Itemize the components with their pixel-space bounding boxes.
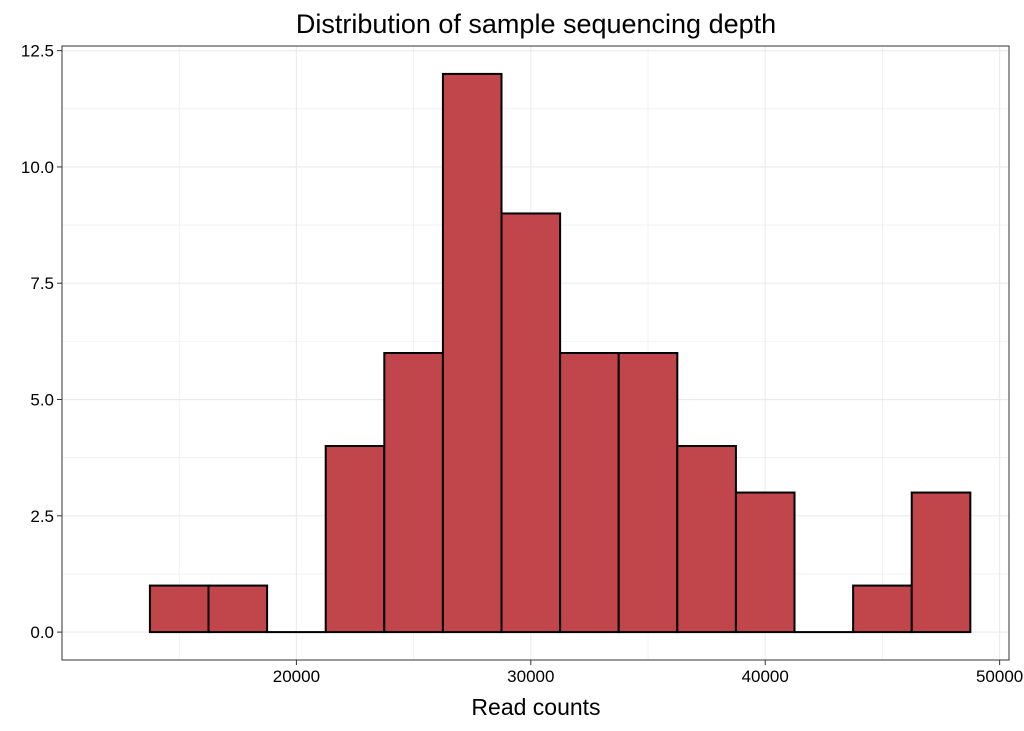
histogram-bar (500, 212, 562, 634)
histogram-bar (148, 584, 210, 634)
histogram-bar (324, 445, 386, 634)
histogram-bars (148, 72, 972, 634)
y-tick-label: 7.5 (30, 274, 54, 293)
histogram-bar (207, 584, 269, 634)
histogram-bar (852, 584, 913, 634)
x-tick-label: 50000 (976, 667, 1023, 686)
histogram-bar (617, 352, 679, 634)
y-tick-label: 12.5 (21, 42, 54, 61)
y-tick-label: 10.0 (21, 158, 54, 177)
x-tick-label: 30000 (507, 667, 554, 686)
histogram-bar (559, 352, 620, 634)
histogram-bar (910, 491, 972, 634)
axes: 0.0 2.5 5.0 7.5 10.0 12.5 20000 30000 40000 50000 (21, 42, 1023, 686)
histogram-bar (676, 445, 737, 634)
y-tick-label: 5.0 (30, 391, 54, 410)
panel-border (61, 45, 1010, 661)
x-axis-title: Read counts (471, 694, 600, 720)
histogram-bar (383, 352, 444, 634)
y-tick-label: 0.0 (30, 623, 54, 642)
x-tick-label: 40000 (742, 667, 789, 686)
x-tick-label: 20000 (273, 667, 320, 686)
histogram-bar (734, 491, 796, 634)
y-tick-label: 2.5 (30, 507, 54, 526)
chart-title: Distribution of sample sequencing depth (296, 9, 776, 39)
histogram-bar (441, 72, 503, 634)
